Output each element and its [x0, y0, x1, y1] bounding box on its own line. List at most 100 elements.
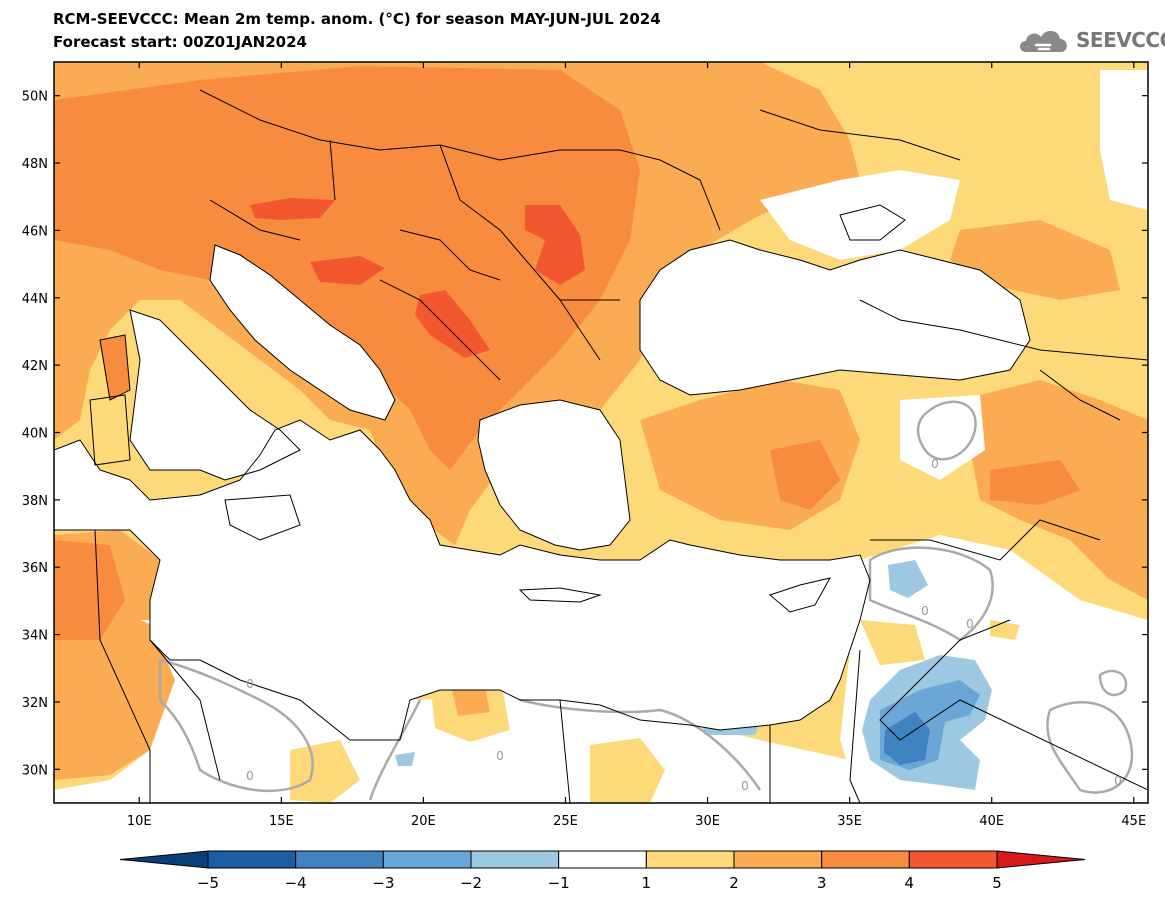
- lat-tick-label: 30N: [22, 763, 48, 778]
- coastline-italy: [129, 309, 301, 481]
- colorbar-label: 1: [642, 874, 652, 892]
- contour-label: 0: [246, 677, 254, 691]
- zero-contour-libya: [158, 658, 314, 793]
- colorbar-segment: [207, 850, 297, 869]
- lat-tick-label: 40N: [22, 427, 48, 442]
- anomaly-plus4-region-romania: [525, 205, 585, 285]
- lat-tick-label: 50N: [22, 90, 48, 105]
- zero-contour-arabia: [1046, 701, 1134, 794]
- colorbar-label: 3: [817, 874, 827, 892]
- colorbar-segment: [908, 850, 998, 869]
- anomaly-minus3-region-jordan: [884, 712, 930, 765]
- colorbar-label: 4: [905, 874, 915, 892]
- aegean-sea: [478, 400, 630, 550]
- coastline-sardinia: [89, 394, 131, 466]
- colorbar-arrow-high: [996, 850, 1086, 869]
- anomaly-minus1-region-libya-gulf: [395, 752, 415, 766]
- forecast-start-label: Forecast start: 00Z01JAN2024: [53, 33, 307, 51]
- coastline-crete: [518, 587, 602, 603]
- map-axes: 10E 15E 20E 25E 30E 35E 40E 45E 50N 48N 46N 44N 42N 4…: [22, 62, 1148, 829]
- contour-label: 0: [931, 457, 939, 471]
- coastline-sea-of-azov: [839, 204, 906, 241]
- anomaly-plus1-region-lebanon: [860, 620, 925, 665]
- anomaly-minus1-region-syria: [888, 560, 928, 598]
- colorbar-label: −2: [460, 874, 482, 892]
- lon-tick-label: 10E: [127, 814, 152, 829]
- coastline-cyprus: [769, 577, 831, 613]
- lon-tick-label: 35E: [837, 814, 862, 829]
- lat-tick-label: 36N: [22, 561, 48, 576]
- cloud-icon: [1020, 30, 1067, 52]
- seevccc-logo: SEEVCCC: [1016, 20, 1165, 60]
- lon-tick-label: 15E: [269, 814, 294, 829]
- anomaly-plus4-region-serbia: [415, 290, 490, 358]
- lon-tick-label: 40E: [979, 814, 1004, 829]
- neutral-region-russia: [1100, 70, 1148, 210]
- colorbar-label: −5: [197, 874, 219, 892]
- contour-label: 0: [246, 769, 254, 783]
- zero-contour-libya-east: [368, 699, 422, 801]
- colorbar-segment: [295, 850, 384, 869]
- tyrrhenian-sea: [130, 310, 300, 480]
- colorbar: −5 −4 −3 −2 −1 1 2 3 4 5: [119, 850, 1086, 892]
- contour-label: 0: [741, 779, 749, 793]
- colorbar-label: 5: [992, 874, 1002, 892]
- chart-title: RCM-SEEVCCC: Mean 2m temp. anom. (°C) fo…: [53, 10, 661, 28]
- adriatic-sea: [210, 245, 395, 420]
- border-north-africa: [94, 529, 771, 803]
- coastline-corsica: [99, 334, 131, 401]
- zero-contour-syria: [868, 546, 994, 642]
- contour-labels: 0 0 0 0 0 0 0 0: [246, 457, 1122, 793]
- colorbar-label: −3: [372, 874, 394, 892]
- colorbar-segment: [470, 850, 560, 869]
- lat-tick-label: 34N: [22, 629, 48, 644]
- anomaly-plus1-region-egypt: [590, 738, 665, 803]
- coastline-black-sea: [639, 239, 1031, 396]
- coastline-adriatic: [209, 244, 396, 421]
- colorbar-label: −1: [548, 874, 570, 892]
- contour-label: 0: [496, 749, 504, 763]
- colorbar-segment: [821, 850, 910, 869]
- lat-tick-label: 48N: [22, 157, 48, 172]
- colorbar-segment: [645, 850, 735, 869]
- anomaly-plus3-region-tunisia: [54, 540, 125, 640]
- lat-tick-label: 42N: [22, 359, 48, 374]
- coastline-sicily: [224, 494, 301, 541]
- colorbar-segment: [558, 850, 647, 869]
- coastline-aegean: [477, 399, 631, 551]
- zero-contour-iraq: [1098, 669, 1128, 697]
- sea-of-azov: [840, 205, 905, 240]
- black-sea: [640, 240, 1030, 395]
- colorbar-label: −4: [285, 874, 307, 892]
- coastlines-and-borders: [54, 89, 1148, 803]
- colorbar-segment: [382, 850, 472, 869]
- contour-label: 0: [1114, 774, 1122, 788]
- contour-label: 0: [966, 617, 974, 631]
- anomaly-plus3-region-central-anatolia: [770, 440, 840, 510]
- lat-tick-label: 44N: [22, 292, 48, 307]
- anomaly-field: [54, 62, 1148, 803]
- lon-tick-label: 45E: [1121, 814, 1146, 829]
- colorbar-segment: [733, 850, 823, 869]
- border-middle-east: [849, 519, 1148, 803]
- anomaly-plus2-region-cyrenaica: [452, 688, 490, 716]
- mediterranean-sea: [54, 420, 870, 740]
- colorbar-arrow-low: [119, 850, 209, 869]
- contour-label: 0: [921, 604, 929, 618]
- lat-tick-label: 32N: [22, 696, 48, 711]
- lat-tick-label: 38N: [22, 494, 48, 509]
- anomaly-plus4-region-croatia: [310, 256, 385, 285]
- border-central-europe: [199, 89, 620, 381]
- anomaly-plus1-region-libya-south: [290, 740, 360, 803]
- anomaly-plus3-region-east-turkey: [990, 460, 1080, 505]
- neutral-region-east-turkey: [900, 395, 985, 480]
- border-eastern-europe: [619, 109, 1148, 421]
- lon-tick-label: 30E: [695, 814, 720, 829]
- lon-tick-label: 20E: [411, 814, 436, 829]
- lon-tick-label: 25E: [553, 814, 578, 829]
- colorbar-label: 2: [729, 874, 739, 892]
- zero-contour-east-turkey: [916, 400, 977, 461]
- zero-contours: [158, 400, 1134, 801]
- anomaly-plus4-region-alps: [250, 198, 335, 220]
